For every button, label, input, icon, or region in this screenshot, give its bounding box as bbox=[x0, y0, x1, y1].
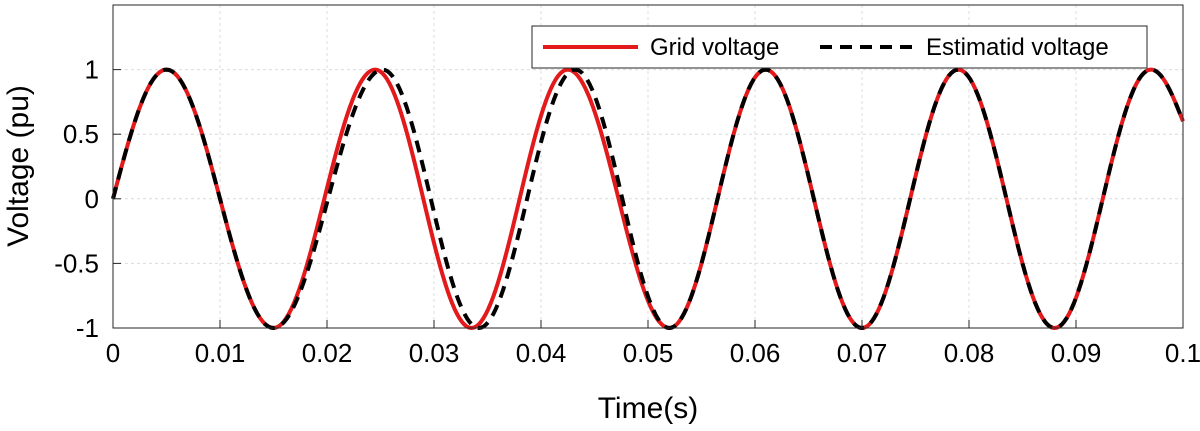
legend-label-grid-voltage: Grid voltage bbox=[650, 34, 779, 61]
y-tick-label: 0.5 bbox=[63, 119, 99, 149]
legend: Grid voltage Estimatid voltage bbox=[531, 25, 1148, 69]
legend-label-estimated-voltage: Estimatid voltage bbox=[926, 34, 1109, 61]
x-tick-label: 0.08 bbox=[944, 338, 995, 368]
x-axis: 0 0.01 0.02 0.03 0.04 0.05 0.06 0.07 0.08 0.09 0.1 bbox=[106, 320, 1200, 368]
x-tick-label: 0.04 bbox=[516, 338, 567, 368]
x-tick-label: 0.09 bbox=[1051, 338, 1102, 368]
x-tick-label: 0 bbox=[106, 338, 120, 368]
x-tick-label: 0.07 bbox=[837, 338, 888, 368]
x-tick-label: 0.02 bbox=[302, 338, 353, 368]
x-tick-label: 0.01 bbox=[195, 338, 246, 368]
y-tick-label: 0 bbox=[85, 184, 99, 214]
y-tick-label: -0.5 bbox=[54, 248, 99, 278]
y-axis: -1 -0.5 0 0.5 1 bbox=[54, 55, 121, 343]
y-tick-label: 1 bbox=[85, 55, 99, 85]
x-tick-label: 0.03 bbox=[409, 338, 460, 368]
y-tick-label: -1 bbox=[76, 313, 99, 343]
x-tick-label: 0.05 bbox=[623, 338, 674, 368]
x-tick-label: 0.06 bbox=[730, 338, 781, 368]
x-tick-label: 0.1 bbox=[1165, 338, 1200, 368]
x-axis-title: Time(s) bbox=[598, 392, 699, 425]
y-axis-title: Voltage (pu) bbox=[2, 85, 35, 247]
